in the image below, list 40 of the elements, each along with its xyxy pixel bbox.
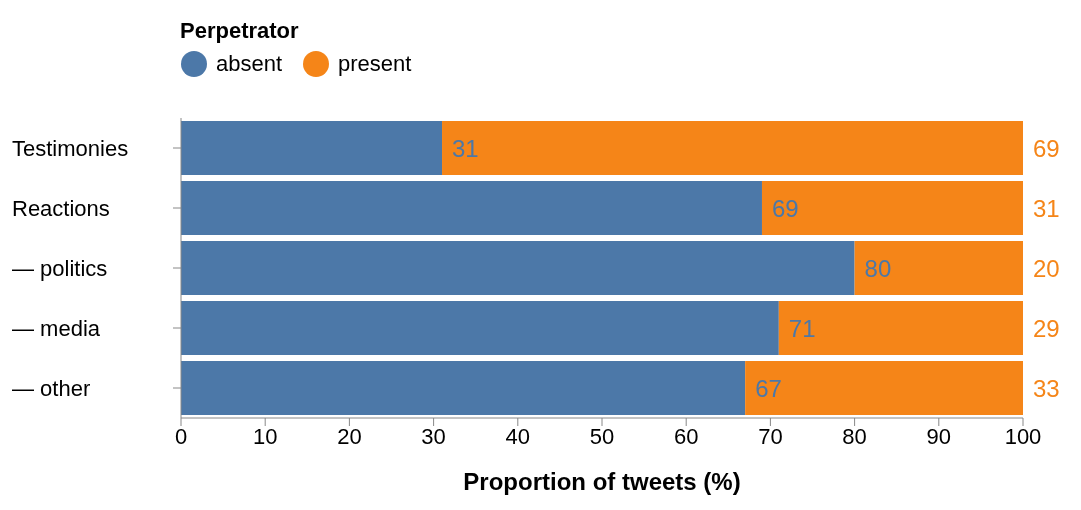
bar bbox=[181, 121, 443, 175]
data-label: 29 bbox=[1033, 314, 1060, 342]
bar bbox=[854, 241, 1023, 295]
data-label: 31 bbox=[1033, 194, 1060, 222]
x-tick-label: 70 bbox=[758, 423, 783, 449]
data-label: 67 bbox=[755, 374, 782, 402]
x-tick-label: 60 bbox=[673, 423, 699, 449]
x-tick-label: 100 bbox=[1004, 423, 1042, 449]
x-tick-label: 90 bbox=[926, 423, 952, 449]
bar bbox=[442, 121, 1023, 175]
bar bbox=[181, 241, 855, 295]
bar bbox=[745, 361, 1023, 415]
x-tick-label: 80 bbox=[842, 423, 867, 449]
x-tick-label: 30 bbox=[421, 423, 446, 449]
x-axis-title: Proportion of tweets (%) bbox=[463, 468, 741, 495]
legend-label: absent bbox=[216, 51, 283, 77]
bar bbox=[778, 301, 1023, 355]
legend-label: present bbox=[338, 51, 412, 77]
x-tick-label: 40 bbox=[505, 423, 531, 449]
x-tick-label: 10 bbox=[252, 423, 278, 449]
data-label: 69 bbox=[771, 194, 799, 222]
data-label: 69 bbox=[1033, 134, 1060, 162]
legend-title: Perpetrator bbox=[180, 18, 300, 44]
bar bbox=[181, 361, 746, 415]
data-label: 20 bbox=[1033, 254, 1060, 282]
x-tick-label: 50 bbox=[589, 423, 615, 449]
y-tick-label: — media bbox=[12, 315, 101, 341]
bar bbox=[181, 181, 762, 235]
y-tick-label: — politics bbox=[12, 255, 108, 281]
y-tick-label: Testimonies bbox=[12, 135, 129, 161]
data-label: 80 bbox=[864, 254, 892, 282]
data-label: 71 bbox=[788, 314, 816, 342]
y-tick-label: Reactions bbox=[12, 195, 110, 221]
data-label: 33 bbox=[1033, 374, 1060, 402]
x-tick-label: 0 bbox=[174, 423, 188, 449]
data-label: 31 bbox=[452, 134, 479, 162]
x-tick-label: 20 bbox=[337, 423, 362, 449]
bar bbox=[181, 301, 779, 355]
y-tick-label: — other bbox=[12, 375, 91, 401]
bar bbox=[761, 181, 1023, 235]
